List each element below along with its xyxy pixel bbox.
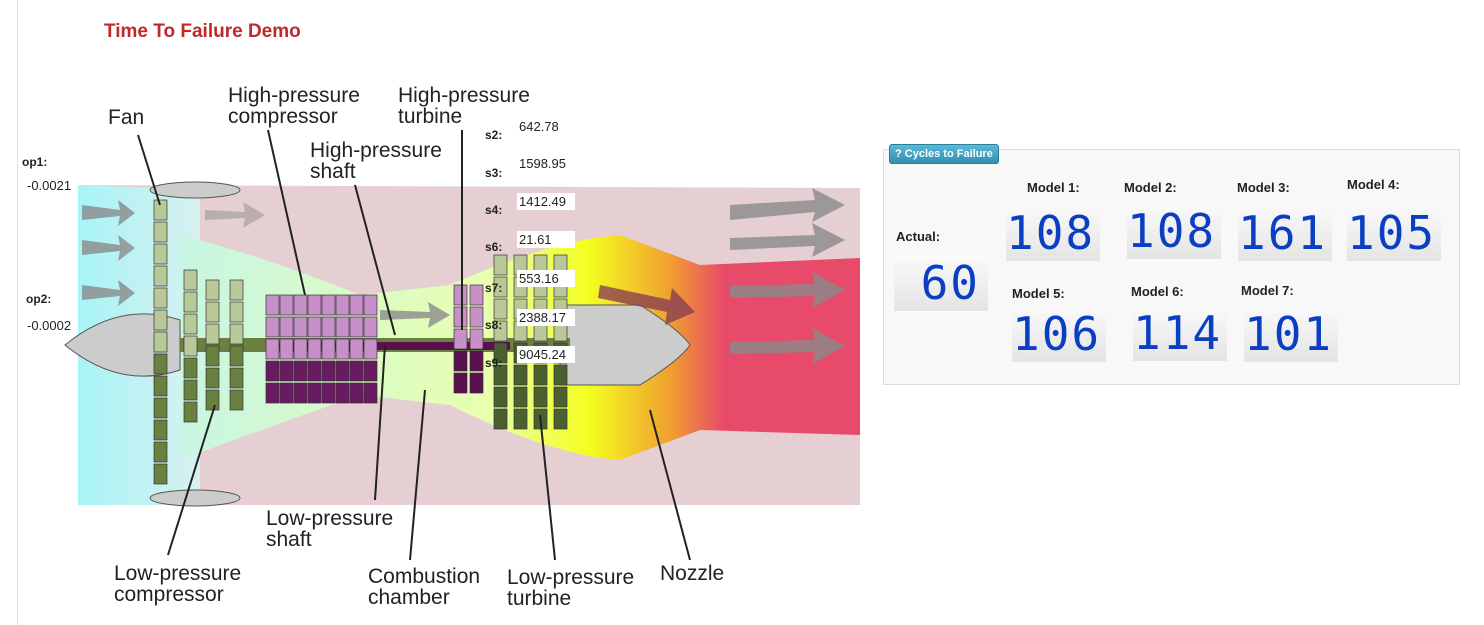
model-display: 108 [1006, 205, 1100, 261]
cycles-badge[interactable]: ? Cycles to Failure [889, 144, 999, 164]
model-label: Model 1: [1027, 180, 1080, 195]
model-label: Model 3: [1237, 180, 1290, 195]
sensor-value: 21.61 [517, 231, 575, 248]
model-label: Model 2: [1124, 180, 1177, 195]
actual-label: Actual: [896, 229, 941, 244]
sensor-value: 1598.95 [519, 156, 566, 171]
sensor-label: s6: [485, 240, 503, 254]
actual-display: 60 [894, 255, 988, 311]
model-label: Model 4: [1347, 177, 1400, 192]
model-display: 106 [1012, 306, 1106, 362]
model-label: Model 6: [1131, 284, 1184, 299]
model-display: 114 [1133, 305, 1227, 361]
label-lps: Low-pressure shaft [266, 507, 394, 551]
sensor-value: 1412.49 [517, 193, 575, 210]
label-fan: Fan [108, 106, 145, 129]
sensor-value: 2388.17 [517, 309, 575, 326]
sensor-label: s9: [485, 356, 503, 370]
sensor-label: s8: [485, 318, 503, 332]
model-label: Model 7: [1241, 283, 1294, 298]
op1-value: -0.0021 [27, 178, 72, 193]
label-nozzle: Nozzle [660, 562, 725, 585]
label-hpt: High-pressure turbine [398, 84, 530, 128]
exhaust-cone [559, 304, 691, 386]
sensor-label: s2: [485, 128, 503, 142]
label-combustion: Combustion chamber [368, 565, 481, 609]
sensor-value: 642.78 [519, 119, 559, 134]
sensor-value: 553.16 [517, 270, 575, 287]
op2-value: -0.0002 [27, 318, 72, 333]
page-divider [17, 0, 18, 625]
sensor-value: 9045.24 [517, 346, 575, 363]
model-label: Model 5: [1012, 286, 1065, 301]
label-hps: High-pressure shaft [310, 139, 442, 183]
label-lpt: Low-pressure turbine [507, 566, 635, 610]
sensor-label: s3: [485, 166, 503, 180]
model-display: 101 [1244, 306, 1338, 362]
sensor-label: s7: [485, 281, 503, 295]
sensor-label: s4: [485, 203, 503, 217]
model-display: 105 [1347, 205, 1441, 261]
op2-label: op2: [26, 292, 52, 306]
op1-label: op1: [22, 155, 48, 169]
model-display: 161 [1238, 205, 1332, 261]
label-lpc: Low-pressure compressor [114, 562, 242, 606]
label-hpc: High-pressure compressor [228, 84, 360, 128]
page-title: Time To Failure Demo [104, 21, 301, 42]
model-display: 108 [1127, 203, 1221, 259]
